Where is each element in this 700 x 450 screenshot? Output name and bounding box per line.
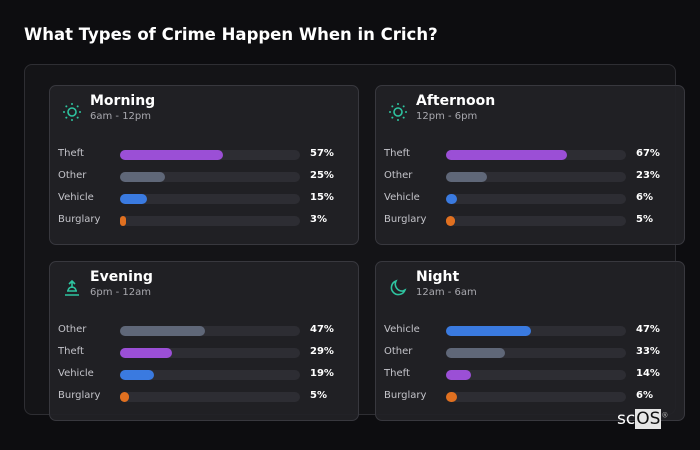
card-evening: Evening 6pm - 12am Other 47% Theft 29% V… bbox=[49, 261, 359, 421]
crime-percent: 5% bbox=[636, 214, 653, 225]
card-afternoon: Afternoon 12pm - 6pm Theft 67% Other 23%… bbox=[375, 85, 685, 245]
bar-track bbox=[446, 370, 626, 380]
crime-row: Vehicle 19% bbox=[58, 368, 358, 382]
bar-track bbox=[120, 370, 300, 380]
crime-label: Other bbox=[384, 170, 413, 181]
page-title: What Types of Crime Happen When in Crich… bbox=[24, 25, 438, 44]
bar-track bbox=[120, 194, 300, 204]
bar-fill bbox=[446, 392, 457, 402]
card-time-range: 6am - 12pm bbox=[90, 111, 152, 122]
bar-fill bbox=[120, 370, 155, 380]
crime-row: Vehicle 47% bbox=[384, 324, 684, 338]
bar-track bbox=[120, 172, 300, 182]
crime-row: Burglary 5% bbox=[384, 214, 684, 228]
crime-label: Other bbox=[58, 324, 87, 335]
bar-track bbox=[446, 172, 626, 182]
crime-label: Vehicle bbox=[384, 192, 420, 203]
card-title: Afternoon bbox=[416, 93, 496, 109]
crime-percent: 14% bbox=[636, 368, 660, 379]
crime-label: Burglary bbox=[58, 390, 101, 401]
bar-fill bbox=[446, 150, 567, 160]
card-time-range: 12am - 6am bbox=[416, 287, 477, 298]
crime-percent: 23% bbox=[636, 170, 660, 181]
moon-icon bbox=[390, 279, 407, 296]
card-time-range: 12pm - 6pm bbox=[416, 111, 478, 122]
crime-label: Burglary bbox=[384, 390, 427, 401]
bar-track bbox=[446, 326, 626, 336]
crime-label: Vehicle bbox=[58, 368, 94, 379]
crime-row: Theft 14% bbox=[384, 368, 684, 382]
crime-row: Theft 29% bbox=[58, 346, 358, 360]
crime-percent: 47% bbox=[636, 324, 660, 335]
crime-label: Burglary bbox=[384, 214, 427, 225]
crime-row: Vehicle 6% bbox=[384, 192, 684, 206]
card-title: Evening bbox=[90, 269, 153, 285]
crime-percent: 15% bbox=[310, 192, 334, 203]
bar-track bbox=[120, 348, 300, 358]
crime-row: Burglary 3% bbox=[58, 214, 358, 228]
card-night: Night 12am - 6am Vehicle 47% Other 33% T… bbox=[375, 261, 685, 421]
card-morning: Morning 6am - 12pm Theft 57% Other 25% V… bbox=[49, 85, 359, 245]
bar-track bbox=[446, 150, 626, 160]
bar-track bbox=[120, 392, 300, 402]
bar-fill bbox=[120, 150, 223, 160]
card-title: Night bbox=[416, 269, 460, 285]
crime-label: Other bbox=[58, 170, 87, 181]
sun-icon bbox=[389, 103, 407, 121]
bar-fill bbox=[120, 326, 205, 336]
crime-percent: 57% bbox=[310, 148, 334, 159]
crime-percent: 25% bbox=[310, 170, 334, 181]
crime-label: Vehicle bbox=[58, 192, 94, 203]
crime-row: Vehicle 15% bbox=[58, 192, 358, 206]
card-time-range: 6pm - 12am bbox=[90, 287, 152, 298]
crime-percent: 6% bbox=[636, 390, 653, 401]
bar-track bbox=[446, 392, 626, 402]
crime-row: Other 23% bbox=[384, 170, 684, 184]
bar-fill bbox=[446, 172, 488, 182]
bar-fill bbox=[446, 216, 455, 226]
crime-row: Burglary 6% bbox=[384, 390, 684, 404]
bar-track bbox=[120, 150, 300, 160]
sun-icon bbox=[63, 103, 81, 121]
crime-percent: 33% bbox=[636, 346, 660, 357]
bar-fill bbox=[120, 348, 173, 358]
crime-percent: 47% bbox=[310, 324, 334, 335]
crime-label: Other bbox=[384, 346, 413, 357]
bar-track bbox=[446, 348, 626, 358]
crime-row: Burglary 5% bbox=[58, 390, 358, 404]
crime-row: Theft 57% bbox=[58, 148, 358, 162]
bar-track bbox=[446, 216, 626, 226]
crime-percent: 29% bbox=[310, 346, 334, 357]
bar-fill bbox=[120, 172, 165, 182]
crime-row: Other 47% bbox=[58, 324, 358, 338]
crime-row: Other 33% bbox=[384, 346, 684, 360]
crime-percent: 5% bbox=[310, 390, 327, 401]
crime-label: Theft bbox=[384, 368, 410, 379]
bar-track bbox=[446, 194, 626, 204]
crime-label: Theft bbox=[58, 148, 84, 159]
crime-label: Burglary bbox=[58, 214, 101, 225]
crime-percent: 19% bbox=[310, 368, 334, 379]
crime-percent: 3% bbox=[310, 214, 327, 225]
bar-track bbox=[120, 216, 300, 226]
card-title: Morning bbox=[90, 93, 156, 109]
bar-fill bbox=[120, 392, 129, 402]
bar-track bbox=[120, 326, 300, 336]
crime-label: Vehicle bbox=[384, 324, 420, 335]
bar-fill bbox=[446, 194, 457, 204]
bar-fill bbox=[446, 326, 531, 336]
bar-fill bbox=[120, 194, 147, 204]
crime-percent: 67% bbox=[636, 148, 660, 159]
crime-row: Other 25% bbox=[58, 170, 358, 184]
crime-row: Theft 67% bbox=[384, 148, 684, 162]
scos-logo: scOS® bbox=[617, 409, 669, 429]
crime-label: Theft bbox=[58, 346, 84, 357]
crime-label: Theft bbox=[384, 148, 410, 159]
bar-fill bbox=[120, 216, 126, 226]
crime-percent: 6% bbox=[636, 192, 653, 203]
bar-fill bbox=[446, 348, 506, 358]
sunset-icon bbox=[65, 279, 79, 296]
bar-fill bbox=[446, 370, 472, 380]
